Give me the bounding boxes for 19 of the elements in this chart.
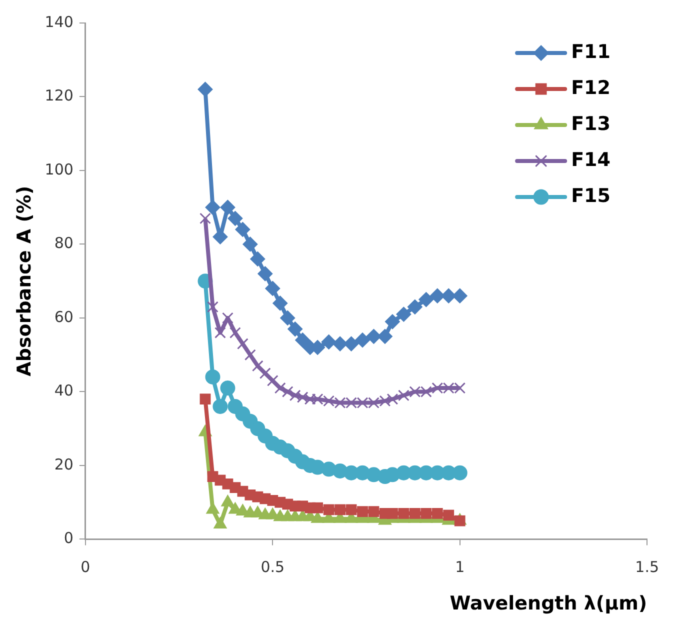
y-tick-label: 80	[54, 234, 74, 252]
x-tick-label: 1	[455, 558, 465, 576]
legend-label: F13	[571, 112, 610, 135]
legend-label: F14	[571, 148, 610, 171]
x-axis-title: Wavelength λ(μm)	[450, 592, 648, 615]
y-tick-label: 40	[54, 382, 74, 400]
legend-label: F12	[571, 76, 610, 99]
y-tick-label: 140	[44, 12, 74, 31]
y-tick-label: 100	[44, 160, 74, 178]
y-tick-label: 20	[54, 455, 74, 474]
y-tick-label: 120	[44, 86, 74, 105]
y-axis-title: Absorbance A (%)	[13, 186, 36, 376]
y-tick-label: 60	[54, 308, 74, 326]
x-tick-label: 1.5	[635, 558, 659, 576]
legend-label: F15	[571, 184, 610, 207]
x-tick-label: 0.5	[260, 558, 285, 576]
y-tick-label: 0	[64, 529, 74, 548]
legend-label: F11	[571, 40, 610, 63]
x-tick-label: 0	[80, 558, 90, 576]
